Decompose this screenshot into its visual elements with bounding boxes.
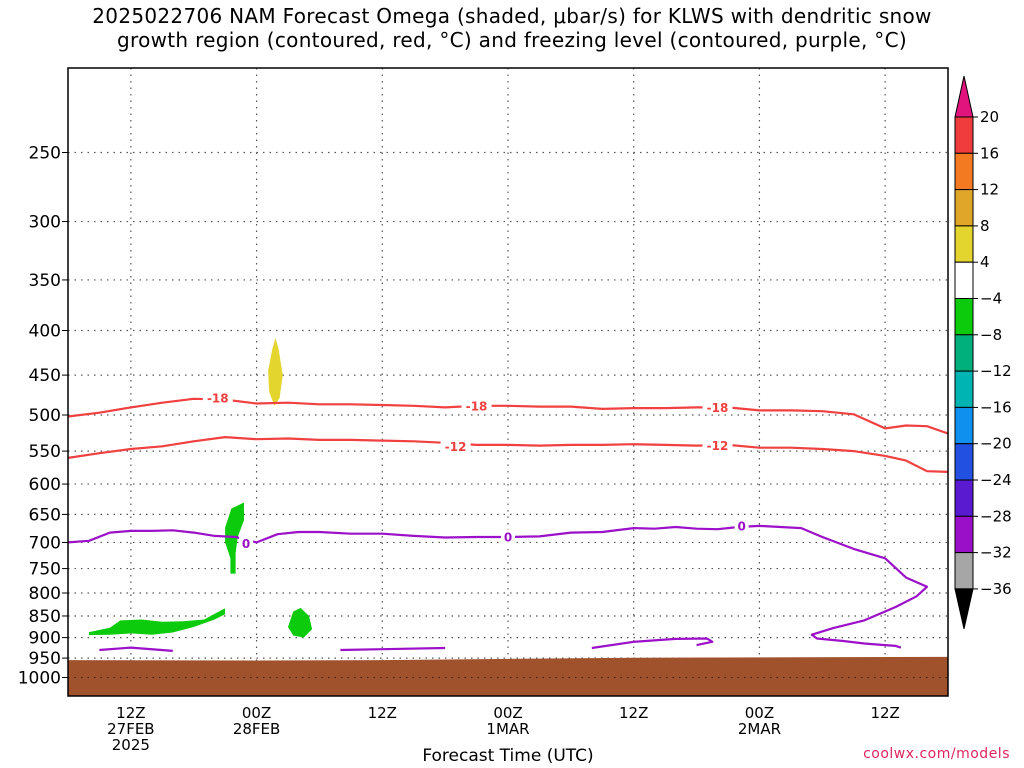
colorbar-tick-label-8: −16	[980, 398, 1012, 416]
x-tick-label-0-2: 2025	[112, 736, 150, 754]
x-tick-label-4-0: 12Z	[619, 704, 648, 722]
y-tick-label-250: 250	[29, 144, 61, 164]
omega-shading	[89, 338, 313, 638]
chart-title: 2025022706 NAM Forecast Omega (shaded, μ…	[0, 4, 1024, 52]
colorbar-tick-label-1: 16	[980, 144, 999, 162]
y-tick-label-650: 650	[29, 505, 61, 525]
contour-label-1-1: -12	[707, 439, 729, 453]
y-tick-label-600: 600	[29, 475, 61, 495]
omega-region-0	[89, 608, 226, 636]
y-tick-label-800: 800	[29, 584, 61, 604]
contour-line-4	[340, 646, 446, 652]
x-tick-label-3-1: 1MAR	[486, 720, 529, 738]
omega-region-2	[288, 607, 313, 638]
y-tick-label-750: 750	[29, 560, 61, 580]
chart-title-line1: 2025022706 NAM Forecast Omega (shaded, μ…	[92, 4, 932, 28]
x-tick-label-0-0: 12Z	[116, 704, 145, 722]
x-axis-label: Forecast Time (UTC)	[422, 746, 594, 766]
ground-layer	[68, 656, 948, 696]
x-tick-label-6-0: 12Z	[870, 704, 899, 722]
contour-label-0-2: -18	[707, 401, 729, 415]
contour-label-0-1: -18	[466, 399, 488, 413]
omega-region-3	[268, 338, 283, 406]
colorbar-tick-label-11: −28	[980, 507, 1012, 525]
colorbar-tick-label-12: −32	[980, 544, 1012, 562]
colorbar: 20 16 12 8 4 −4 −8 −12 −16 −20 −24 −28 −32 −36	[954, 75, 1012, 630]
contour-label-bg-1-1	[702, 438, 733, 453]
colorbar-swatch-4	[954, 261, 974, 300]
colorbar-swatch-7	[954, 370, 974, 408]
colorbar-tick-label-6: −8	[980, 326, 1002, 344]
contour-line-2	[68, 524, 929, 649]
y-tick-label-950: 950	[29, 649, 61, 669]
colorbar-swatch-0	[954, 116, 974, 154]
x-tick-label-5-0: 00Z	[745, 704, 774, 722]
x-tick-label-1-0: 00Z	[242, 704, 271, 722]
colorbar-tick-label-3: 8	[980, 217, 990, 235]
colorbar-swatch-12	[954, 552, 974, 590]
contour-label-bg-0-0	[202, 390, 233, 405]
y-tick-label-550: 550	[29, 442, 61, 462]
contour-label-bg-2-2	[734, 518, 749, 533]
colorbar-swatch-3	[954, 225, 974, 263]
y-tick-label-300: 300	[29, 213, 61, 233]
omega-region-1	[225, 502, 244, 574]
plot-frame	[67, 67, 949, 697]
contour-label-2-2: 0	[737, 519, 745, 533]
contour-label-0-0: -18	[207, 391, 229, 405]
colorbar-tick-label-5: −4	[980, 290, 1002, 308]
credit-text: coolwx.com/models	[863, 746, 1010, 762]
colorbar-swatch-9	[954, 443, 974, 481]
contour-label-bg-1-0	[440, 439, 471, 454]
colorbar-swatch-6	[954, 334, 974, 372]
colorbar-tick-label-13: −36	[980, 580, 1012, 598]
colorbar-swatch-8	[954, 406, 974, 445]
colorbar-tick-label-10: −24	[980, 471, 1012, 489]
colorbar-swatch-10	[954, 479, 974, 517]
contour-label-bg-2-0	[239, 536, 254, 551]
contour-label-2-0: 0	[242, 537, 250, 551]
y-tick-label-850: 850	[29, 607, 61, 627]
colorbar-tick-label-7: −12	[980, 362, 1012, 380]
x-tick-label-1-1: 28FEB	[233, 720, 280, 738]
y-tick-label-500: 500	[29, 406, 61, 426]
x-tick-label-5-1: 2MAR	[738, 720, 781, 738]
grid	[62, 68, 948, 696]
colorbar-bottom-arrow	[954, 588, 974, 630]
colorbar-tick-label-2: 12	[980, 181, 999, 199]
ground-fill	[68, 656, 948, 696]
y-tick-label-900: 900	[29, 629, 61, 649]
contour-lines: -18 -18 -18 -12 -12 0 0 0	[68, 390, 948, 652]
x-tick-label-0-1: 27FEB	[107, 720, 154, 738]
y-tick-label-350: 350	[29, 271, 61, 291]
contour-label-bg-2-1	[501, 529, 515, 544]
x-tick-label-3-0: 00Z	[493, 704, 522, 722]
contour-line-3	[99, 646, 173, 652]
colorbar-tick-label-4: 4	[980, 253, 990, 271]
colorbar-top-arrow	[954, 75, 974, 118]
y-tick-label-450: 450	[29, 366, 61, 386]
contour-line-5	[591, 637, 714, 650]
y-axis-tick-labels: 2503003504004505005506006507007508008509…	[18, 144, 61, 689]
contour-line-1	[68, 436, 948, 473]
colorbar-swatch-1	[954, 152, 974, 191]
colorbar-tick-label-9: −20	[980, 435, 1012, 453]
contour-label-1-0: -12	[445, 440, 467, 454]
colorbar-swatch-2	[954, 189, 974, 227]
colorbar-tick-label-0: 20	[980, 108, 999, 126]
y-tick-label-400: 400	[29, 322, 61, 342]
y-tick-label-700: 700	[29, 533, 61, 553]
chart-title-line2: growth region (contoured, red, °C) and f…	[117, 28, 907, 52]
colorbar-swatch-11	[954, 515, 974, 554]
contour-label-bg-0-2	[702, 400, 733, 415]
x-tick-label-2-0: 12Z	[368, 704, 397, 722]
y-tick-label-1000: 1000	[18, 669, 61, 689]
contour-label-bg-0-1	[461, 398, 492, 413]
contour-label-2-1: 0	[504, 530, 512, 544]
colorbar-swatch-5	[954, 298, 974, 336]
